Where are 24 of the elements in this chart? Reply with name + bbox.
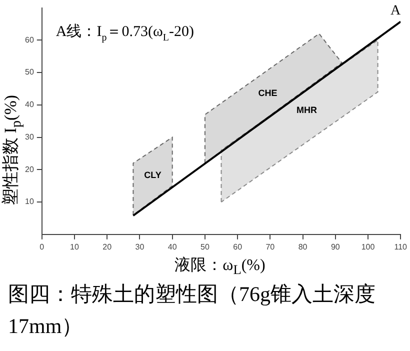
x-tick-label: 10 (70, 242, 80, 252)
series-label: CLY (144, 170, 162, 180)
series-label: CHE (258, 88, 278, 98)
x-tick-label: 50 (200, 242, 210, 252)
y-tick-label: 60 (24, 35, 34, 44)
x-tick-label: 80 (298, 242, 308, 252)
x-tick-label: 0 (40, 242, 45, 252)
x-tick-label: 30 (135, 242, 145, 252)
x-tick-label: 90 (330, 242, 340, 252)
x-tick-label: 40 (168, 242, 178, 252)
y-tick-label: 20 (24, 164, 34, 174)
y-tick-label: 10 (24, 197, 34, 206)
series-label: MHR (296, 105, 318, 116)
x-tick-label: 110 (394, 242, 408, 252)
x-tick-label: 20 (102, 242, 112, 252)
text: 图四：特殊土的塑性图（76g锥入土深度17mm） (7, 281, 376, 340)
x-tick-label: 100 (361, 242, 376, 252)
x-tick-label: 70 (266, 242, 276, 252)
x-tick-label: 60 (233, 242, 243, 252)
y-tick-label: 30 (24, 132, 34, 142)
x-axis-title: 液限：ω$_{L}$(%) (174, 256, 266, 278)
series-label: A (390, 3, 402, 18)
y-tick-label: 50 (24, 68, 34, 77)
y-tick-label: 40 (24, 100, 34, 110)
